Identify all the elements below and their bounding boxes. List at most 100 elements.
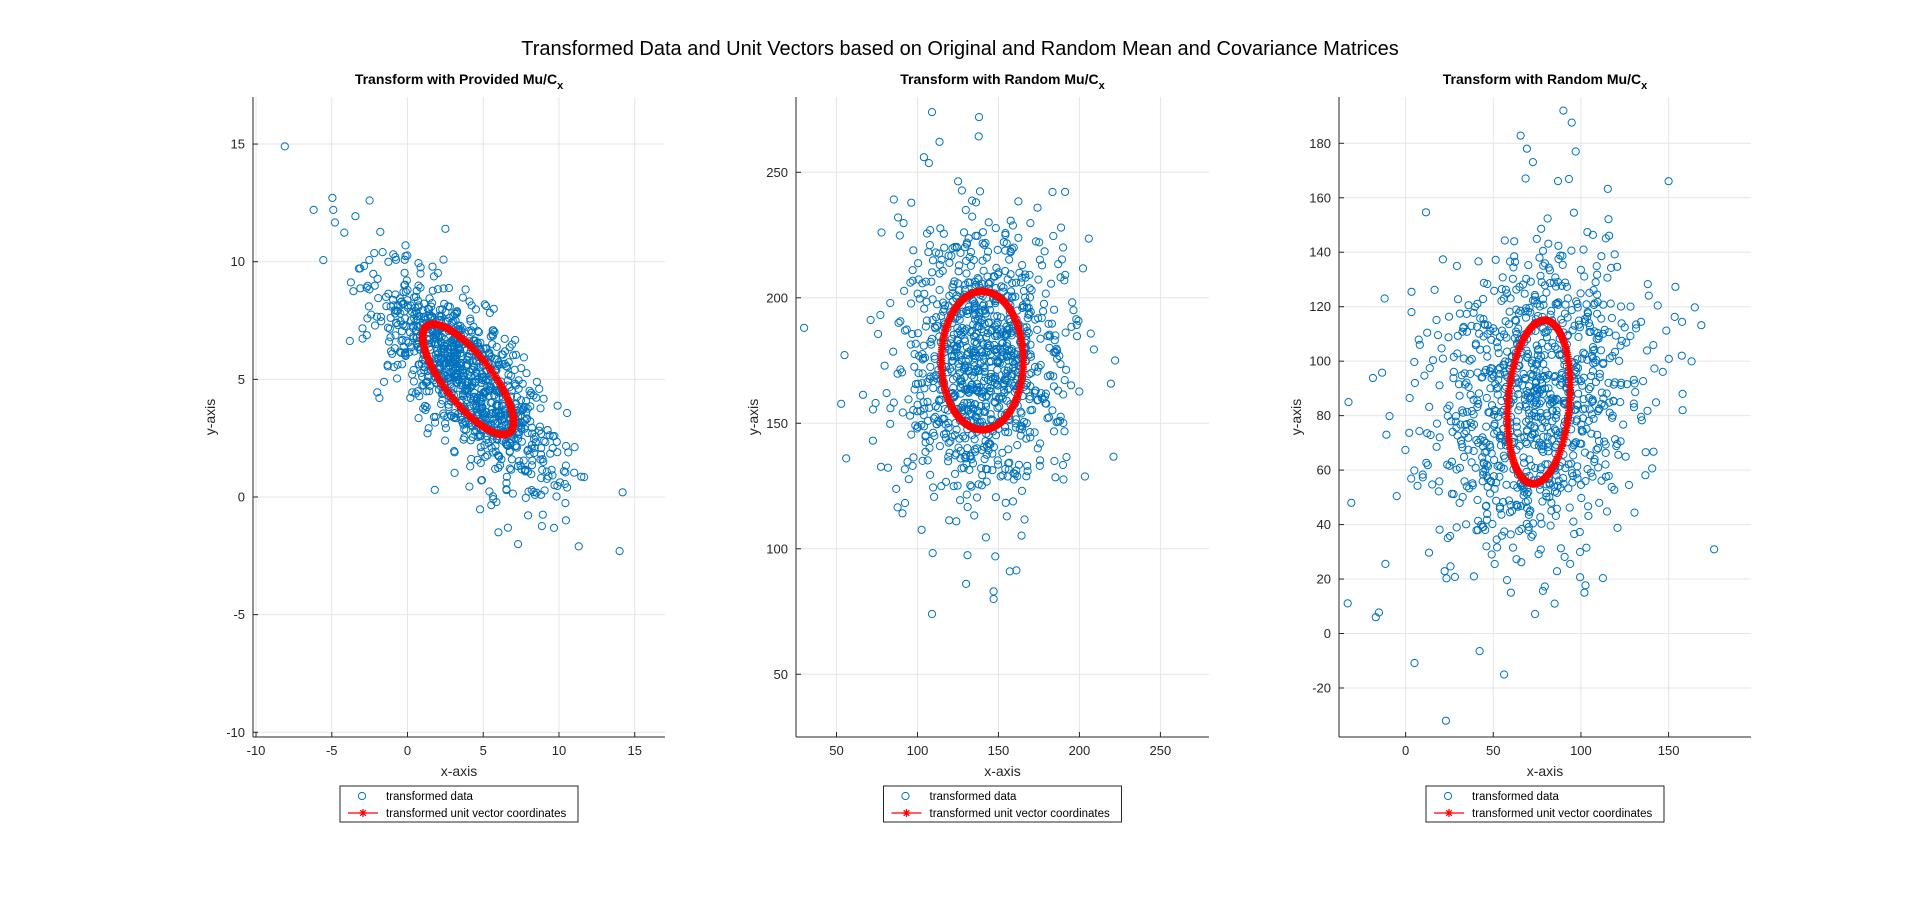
- data-point: [389, 301, 398, 310]
- data-point: [1019, 302, 1029, 311]
- data-point: [1637, 416, 1646, 425]
- data-point: [876, 462, 886, 471]
- data-point: [1045, 330, 1054, 339]
- data-point: [896, 317, 905, 326]
- data-point: [1540, 281, 1550, 290]
- data-point: [458, 293, 467, 302]
- data-point: [431, 350, 440, 359]
- data-point: [514, 428, 523, 437]
- data-point: [1555, 351, 1564, 360]
- data-point: [907, 198, 916, 207]
- data-point: [1061, 328, 1070, 337]
- data-point: [1473, 402, 1482, 412]
- data-point: [1546, 390, 1555, 399]
- chart-2: 50 100 150 200 250 50 100 150 200 250 x-axis y-axis…: [745, 71, 1209, 823]
- legend-marker-data: [1443, 791, 1453, 801]
- y-tick-label: 100: [766, 541, 788, 556]
- data-point: [975, 383, 984, 392]
- data-point: [561, 516, 571, 525]
- data-point: [420, 401, 430, 410]
- data-point: [1451, 412, 1461, 421]
- data-point: [1522, 304, 1531, 313]
- data-point: [408, 388, 417, 397]
- data-point: [1011, 292, 1020, 301]
- data-point: [1551, 273, 1560, 282]
- data-point: [954, 177, 963, 186]
- data-point: [927, 609, 937, 619]
- unit-vector-marker: [1517, 339, 1526, 348]
- data-point: [441, 436, 450, 445]
- data-point: [1500, 330, 1509, 339]
- unit-vector-marker: [944, 395, 953, 404]
- data-point: [921, 277, 931, 286]
- data-point: [948, 283, 957, 292]
- data-point: [1603, 273, 1612, 282]
- data-point: [1480, 320, 1489, 329]
- data-point: [1001, 498, 1010, 507]
- data-point: [1572, 417, 1581, 426]
- data-point: [1492, 535, 1501, 544]
- data-point: [490, 386, 499, 395]
- data-point: [926, 362, 935, 372]
- data-point: [1043, 372, 1052, 381]
- data-point: [1061, 270, 1070, 279]
- data-point: [1007, 331, 1016, 340]
- data-point: [967, 381, 976, 390]
- data-point: [527, 470, 536, 479]
- data-point: [1050, 305, 1059, 314]
- data-point: [503, 441, 512, 451]
- data-point: [1001, 427, 1010, 436]
- data-point: [1649, 341, 1658, 350]
- data-point: [1056, 360, 1065, 369]
- data-point: [524, 511, 533, 520]
- data-point: [1446, 531, 1455, 541]
- data-point: [990, 346, 999, 355]
- data-point: [618, 488, 627, 497]
- data-point: [1025, 270, 1034, 279]
- data-point: [1575, 439, 1585, 448]
- data-point: [454, 390, 463, 399]
- data-point: [1048, 187, 1057, 197]
- data-point: [1522, 417, 1531, 426]
- data-point: [1011, 423, 1020, 432]
- data-point: [1531, 401, 1540, 410]
- data-point: [1086, 329, 1095, 338]
- data-point: [996, 472, 1005, 481]
- data-point: [1512, 417, 1521, 426]
- y-tick-label: 0: [238, 490, 245, 505]
- data-point: [520, 416, 530, 425]
- data-point: [1049, 372, 1058, 381]
- data-point: [436, 344, 445, 353]
- data-point: [1548, 406, 1558, 415]
- data-point: [1080, 472, 1090, 481]
- data-point: [549, 523, 559, 533]
- unit-vector-marker: [1013, 321, 1022, 330]
- data-point: [928, 268, 937, 277]
- data-point: [1522, 489, 1532, 498]
- data-point: [1544, 239, 1553, 248]
- data-point: [1574, 316, 1584, 325]
- data-point: [510, 365, 519, 374]
- data-point: [1021, 293, 1030, 302]
- data-point: [1382, 430, 1391, 439]
- data-point: [1497, 510, 1506, 519]
- data-point: [537, 522, 547, 531]
- data-point: [1524, 415, 1534, 424]
- data-point: [981, 399, 991, 408]
- data-point: [395, 294, 405, 303]
- data-point: [1490, 286, 1499, 295]
- data-point: [927, 108, 937, 117]
- data-point: [1495, 504, 1505, 513]
- data-point: [898, 408, 907, 417]
- data-point: [894, 318, 903, 327]
- data-point: [545, 431, 554, 440]
- data-point: [1573, 462, 1582, 471]
- data-point: [955, 434, 964, 443]
- data-point: [1538, 423, 1547, 433]
- data-point: [1690, 303, 1699, 312]
- data-point: [1011, 470, 1020, 479]
- data-point: [480, 300, 489, 309]
- data-point: [944, 457, 953, 466]
- data-point: [329, 205, 338, 214]
- data-point: [1415, 340, 1424, 349]
